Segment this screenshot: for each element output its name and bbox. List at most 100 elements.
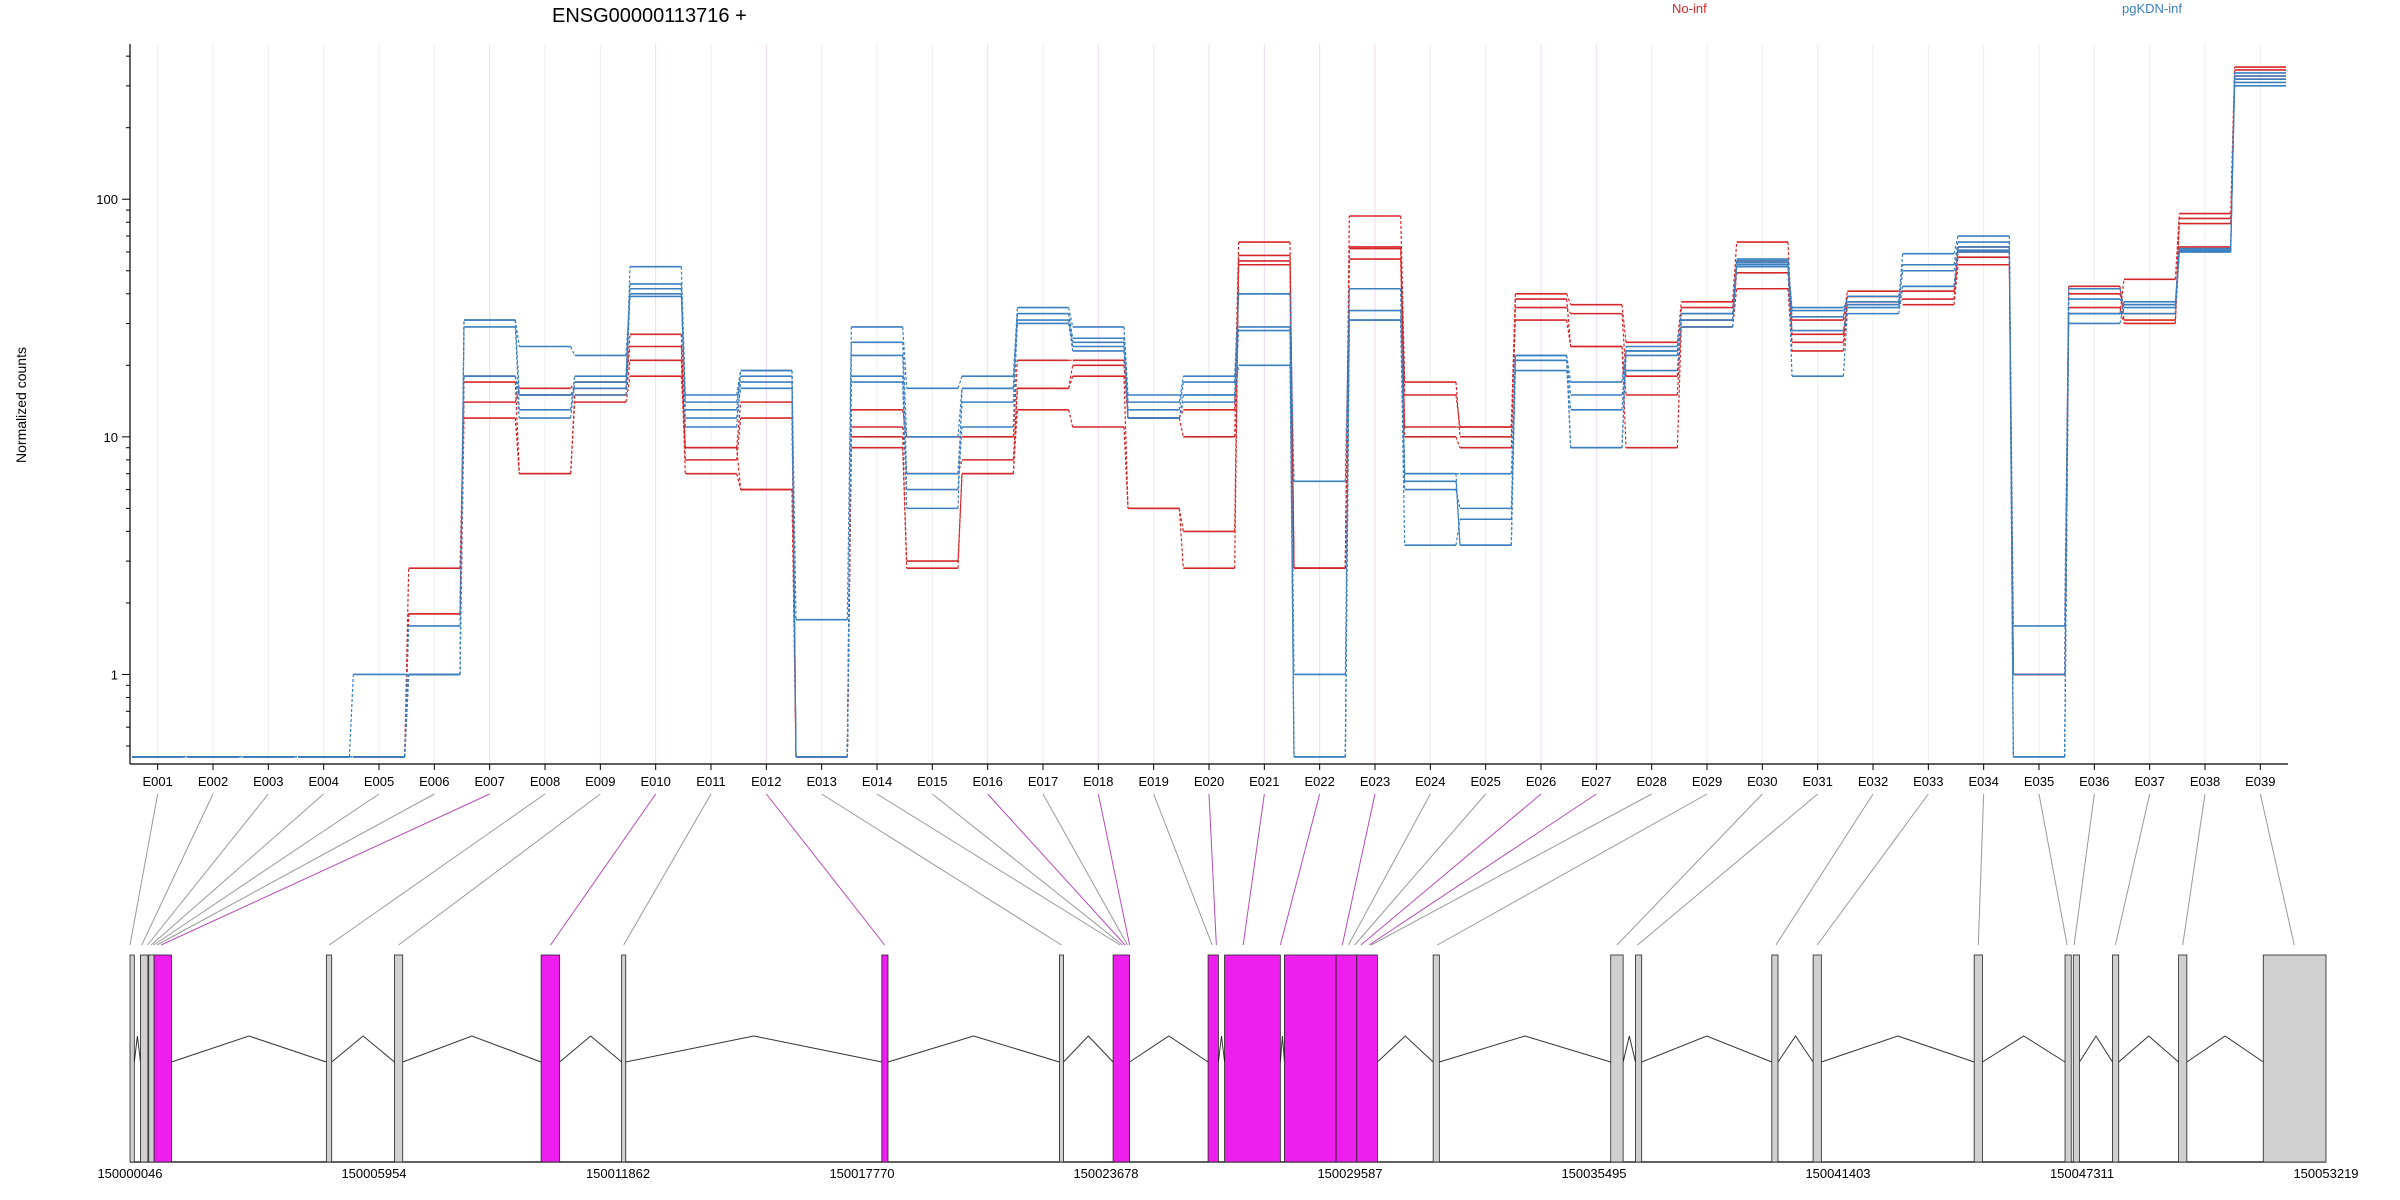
series-connector bbox=[736, 402, 742, 448]
series-connector bbox=[1842, 301, 1848, 343]
connector-e039 bbox=[2259, 793, 2295, 946]
exon-label-e017: E017 bbox=[1028, 774, 1058, 789]
exon-block-highlighted bbox=[153, 954, 172, 1163]
series-connector bbox=[1676, 326, 1682, 448]
series-connector bbox=[1621, 346, 1627, 396]
exon-block bbox=[2262, 954, 2327, 1163]
series-connector bbox=[1621, 355, 1627, 448]
series-connector bbox=[1842, 301, 1848, 308]
exon-label-e020: E020 bbox=[1194, 774, 1224, 789]
series-connector bbox=[736, 370, 742, 410]
intron-line bbox=[171, 1035, 327, 1063]
genomic-coord-label: 150017770 bbox=[829, 1166, 894, 1181]
exon-label-e008: E008 bbox=[530, 774, 560, 789]
exon-label-e007: E007 bbox=[474, 774, 504, 789]
series-connector bbox=[1068, 307, 1074, 328]
genomic-coord-label: 150029587 bbox=[1317, 1166, 1382, 1181]
series-connector bbox=[570, 346, 576, 356]
series-connector bbox=[514, 326, 520, 410]
connector-e019 bbox=[1153, 793, 1213, 946]
intron-line bbox=[1439, 1035, 1611, 1063]
series-connector bbox=[1455, 382, 1461, 437]
connector-e022 bbox=[1279, 793, 1321, 946]
series-connector bbox=[957, 388, 963, 509]
series-connector bbox=[1898, 264, 1904, 297]
series-connector bbox=[1455, 481, 1461, 546]
connector-e031 bbox=[1637, 793, 1818, 946]
series-connector bbox=[1455, 489, 1461, 509]
series-connector bbox=[1455, 436, 1461, 448]
series-connector bbox=[1234, 293, 1240, 377]
series-connector bbox=[1732, 260, 1738, 308]
exon-label-e005: E005 bbox=[364, 774, 394, 789]
connector-e011 bbox=[623, 793, 712, 946]
series-connector bbox=[791, 382, 797, 757]
connector-e008 bbox=[328, 793, 546, 946]
exon-block bbox=[1771, 954, 1779, 1163]
series-connector bbox=[2119, 293, 2125, 314]
series-connector bbox=[1566, 355, 1572, 383]
series-connector bbox=[1178, 376, 1184, 403]
exon-block-highlighted bbox=[1224, 954, 1281, 1163]
connector-e033 bbox=[1816, 793, 1929, 946]
legend-label-no-inf: No-inf bbox=[1672, 1, 1707, 16]
intron-line bbox=[331, 1035, 395, 1063]
intron-line bbox=[2186, 1035, 2264, 1063]
exon-block bbox=[621, 954, 627, 1163]
intron-line bbox=[1777, 1035, 1814, 1063]
exon-block-highlighted bbox=[1284, 954, 1337, 1163]
exon-label-e014: E014 bbox=[862, 774, 892, 789]
series-connector bbox=[514, 382, 520, 474]
genomic-coord-label: 150041403 bbox=[1805, 1166, 1870, 1181]
connector-e036 bbox=[2073, 793, 2095, 946]
connector-e032 bbox=[1775, 793, 1874, 946]
series-connector bbox=[1898, 270, 1904, 305]
series-connector bbox=[1510, 355, 1516, 546]
series-connector bbox=[1400, 246, 1406, 437]
series-connector bbox=[1842, 304, 1848, 311]
series-connector bbox=[736, 382, 742, 428]
series-connector bbox=[1510, 320, 1516, 437]
series-connector bbox=[2064, 323, 2070, 757]
exon-label-e030: E030 bbox=[1747, 774, 1777, 789]
series-connector bbox=[1123, 342, 1129, 419]
series-connector bbox=[1787, 259, 1793, 377]
exon-label-e031: E031 bbox=[1802, 774, 1832, 789]
exon-block bbox=[1973, 954, 1983, 1163]
exon-block bbox=[1812, 954, 1822, 1163]
series-connector bbox=[1566, 293, 1572, 305]
connector-e007 bbox=[160, 793, 490, 946]
series-connector bbox=[1842, 307, 1848, 331]
series-connector bbox=[1012, 313, 1018, 428]
series-connector bbox=[1178, 508, 1184, 532]
series-connector bbox=[902, 447, 908, 562]
exon-label-e002: E002 bbox=[198, 774, 228, 789]
exon-block bbox=[394, 954, 404, 1163]
series-connector bbox=[404, 674, 410, 757]
series-connector bbox=[1953, 235, 1959, 254]
series-connector bbox=[1012, 307, 1018, 377]
series-connector bbox=[514, 376, 520, 419]
axes: 1 10 100 E001 E002 E003 E004 E005 E006 E007 E008 E0… bbox=[96, 44, 2288, 789]
exon-block-highlighted bbox=[540, 954, 561, 1163]
connector-e027 bbox=[1368, 793, 1597, 946]
exon-label-e025: E025 bbox=[1470, 774, 1500, 789]
series-connector bbox=[1566, 355, 1572, 448]
connector-e005 bbox=[153, 793, 380, 946]
legend: No-inf pgKDN-inf bbox=[1672, 1, 2182, 16]
series-connector bbox=[1068, 319, 1074, 343]
y-tick-label: 100 bbox=[96, 192, 118, 207]
exon-label-e039: E039 bbox=[2245, 774, 2275, 789]
y-tick-label: 1 bbox=[111, 667, 118, 682]
series-connector bbox=[680, 334, 686, 448]
y-axis-label: Normalized counts bbox=[13, 347, 29, 463]
exon-label-e023: E023 bbox=[1360, 774, 1390, 789]
series-connector bbox=[1842, 304, 1848, 351]
series-connector bbox=[902, 426, 908, 474]
connector-e003 bbox=[147, 793, 269, 946]
exon-label-e011: E011 bbox=[696, 774, 725, 789]
intron-line bbox=[1063, 1035, 1114, 1063]
series-connector bbox=[1400, 288, 1406, 482]
series-connector bbox=[1898, 253, 1904, 302]
